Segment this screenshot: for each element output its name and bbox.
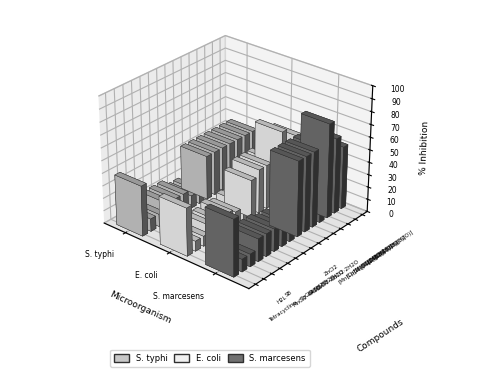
X-axis label: Microorganism: Microorganism	[108, 290, 172, 326]
Legend: S. typhi, E. coli, S. marcesens: S. typhi, E. coli, S. marcesens	[110, 350, 310, 367]
Y-axis label: Compounds: Compounds	[355, 318, 405, 354]
